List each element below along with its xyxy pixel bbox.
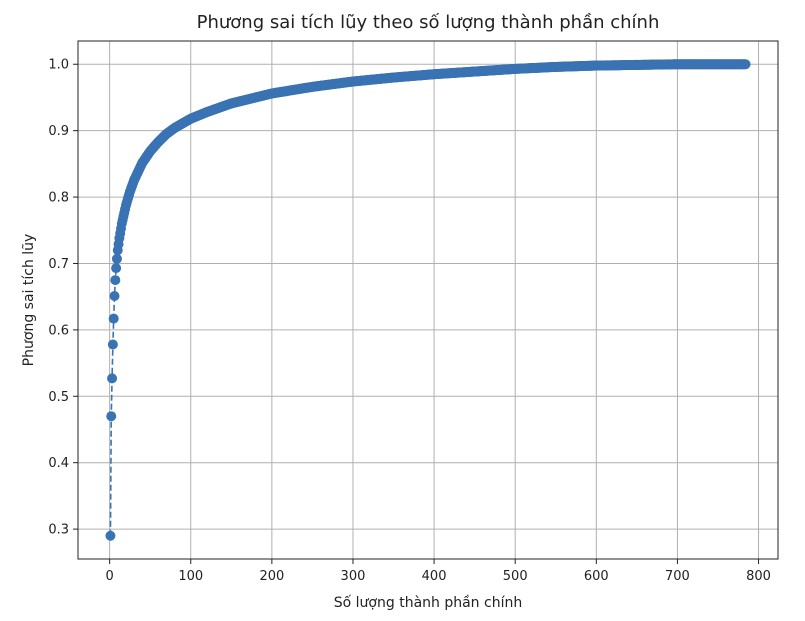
x-tick-label: 0 (105, 569, 113, 584)
data-point (105, 530, 116, 541)
y-axis-label: Phương sai tích lũy (21, 234, 37, 367)
data-point (111, 263, 122, 274)
y-tick-label: 0.8 (48, 191, 69, 206)
axis-ticks: 0 100 200 300 400 500 600 700 800 0.3 0.4 0.5 0.6 0.7… (48, 58, 771, 584)
x-tick-label: 700 (665, 569, 690, 584)
x-tick-label: 500 (503, 569, 528, 584)
x-tick-label: 600 (584, 569, 609, 584)
data-point (109, 291, 120, 302)
x-tick-label: 200 (259, 569, 284, 584)
data-point (107, 339, 118, 350)
data-point (108, 313, 119, 324)
series-cumulative-variance (105, 59, 751, 541)
plot-frame (77, 40, 779, 560)
grid (78, 41, 778, 559)
data-point (107, 373, 118, 384)
x-tick-label: 300 (341, 569, 366, 584)
y-tick-label: 0.5 (48, 390, 69, 405)
y-tick-label: 0.6 (48, 323, 69, 338)
y-tick-label: 1.0 (48, 58, 69, 73)
x-tick-label: 400 (422, 569, 447, 584)
x-tick-label: 800 (746, 569, 771, 584)
data-point (111, 253, 122, 264)
data-point (110, 275, 121, 286)
y-tick-label: 0.4 (48, 456, 69, 471)
data-point (740, 59, 751, 70)
chart-title: Phương sai tích lũy theo số lượng thành … (197, 12, 660, 33)
data-point (106, 411, 117, 422)
y-tick-label: 0.7 (48, 257, 69, 272)
x-axis-label: Số lượng thành phần chính (334, 594, 522, 611)
series-line (109, 63, 746, 536)
x-tick-label: 100 (178, 569, 203, 584)
y-tick-label: 0.9 (48, 124, 69, 139)
y-tick-label: 0.3 (48, 523, 69, 538)
